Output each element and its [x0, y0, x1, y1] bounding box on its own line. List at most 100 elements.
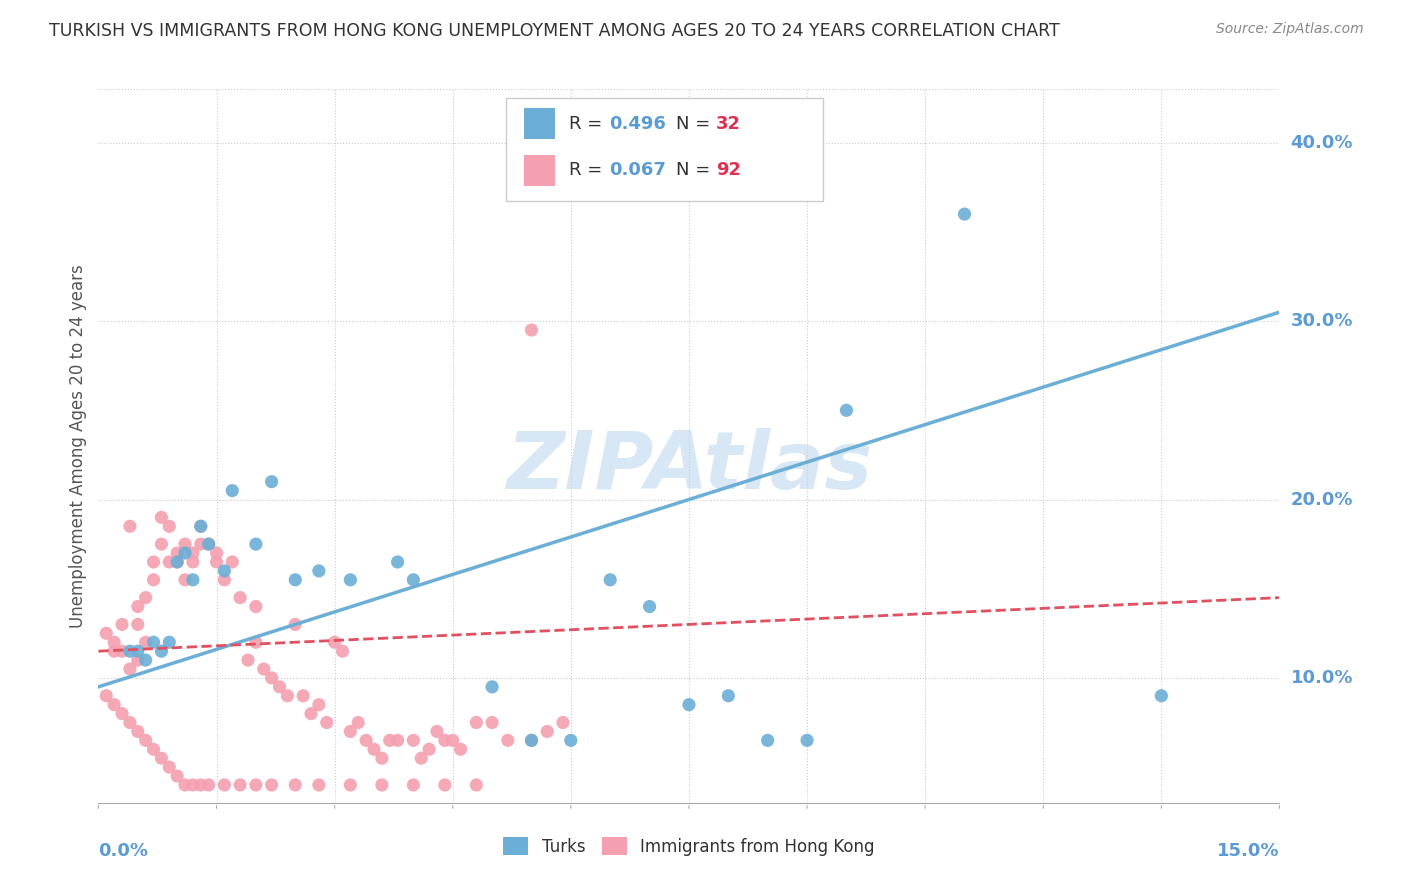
Point: [150, 644, 173, 658]
Point: [181, 555, 204, 569]
Point: [402, 573, 425, 587]
Point: [174, 546, 197, 560]
Point: [411, 751, 433, 765]
Text: 15.0%: 15.0%: [1218, 842, 1279, 860]
Point: [181, 573, 204, 587]
Point: [190, 778, 212, 792]
Point: [308, 778, 330, 792]
Point: [465, 715, 488, 730]
Point: [214, 573, 236, 587]
Point: [245, 599, 267, 614]
Point: [142, 742, 165, 756]
Point: [135, 635, 157, 649]
Point: [205, 555, 228, 569]
Point: [253, 662, 276, 676]
Point: [127, 644, 149, 658]
Point: [166, 769, 188, 783]
Point: [157, 519, 180, 533]
Point: [166, 546, 188, 560]
Point: [118, 644, 141, 658]
Point: [276, 689, 298, 703]
Point: [308, 564, 330, 578]
Point: [717, 689, 740, 703]
Point: [96, 626, 118, 640]
Text: R =: R =: [569, 115, 609, 133]
Point: [560, 733, 582, 747]
Point: [157, 635, 180, 649]
Point: [127, 724, 149, 739]
Point: [166, 555, 188, 569]
Point: [103, 635, 125, 649]
Point: [433, 778, 456, 792]
Point: [190, 519, 212, 533]
Point: [536, 724, 558, 739]
Point: [181, 546, 204, 560]
Point: [150, 510, 173, 524]
Point: [450, 742, 472, 756]
Point: [308, 698, 330, 712]
Point: [315, 715, 337, 730]
Point: [292, 689, 315, 703]
Text: 10.0%: 10.0%: [1291, 669, 1353, 687]
Point: [339, 778, 361, 792]
Point: [142, 635, 165, 649]
Point: [363, 742, 385, 756]
Point: [181, 778, 204, 792]
Point: [481, 715, 503, 730]
Point: [678, 698, 700, 712]
Text: Source: ZipAtlas.com: Source: ZipAtlas.com: [1216, 22, 1364, 37]
Point: [205, 546, 228, 560]
Text: 0.0%: 0.0%: [98, 842, 149, 860]
Point: [796, 733, 818, 747]
Point: [245, 778, 267, 792]
Point: [135, 733, 157, 747]
Point: [150, 537, 173, 551]
Point: [371, 778, 394, 792]
Point: [756, 733, 779, 747]
Point: [347, 715, 370, 730]
Point: [245, 537, 267, 551]
Point: [284, 573, 307, 587]
Point: [103, 698, 125, 712]
Point: [157, 760, 180, 774]
Point: [354, 733, 377, 747]
Y-axis label: Unemployment Among Ages 20 to 24 years: Unemployment Among Ages 20 to 24 years: [69, 264, 87, 628]
Point: [127, 599, 149, 614]
Point: [236, 653, 259, 667]
Point: [418, 742, 440, 756]
Point: [260, 475, 283, 489]
Point: [260, 778, 283, 792]
Point: [221, 483, 243, 498]
Point: [1150, 689, 1173, 703]
Text: 40.0%: 40.0%: [1291, 134, 1353, 152]
Text: 32: 32: [716, 115, 741, 133]
Point: [111, 706, 134, 721]
Point: [953, 207, 976, 221]
Point: [520, 733, 543, 747]
Point: [551, 715, 574, 730]
Point: [157, 555, 180, 569]
Point: [127, 617, 149, 632]
Point: [441, 733, 464, 747]
Point: [260, 671, 283, 685]
Point: [323, 635, 346, 649]
Point: [299, 706, 322, 721]
Point: [118, 519, 141, 533]
Point: [426, 724, 449, 739]
Point: [221, 555, 243, 569]
Point: [118, 715, 141, 730]
Point: [135, 653, 157, 667]
Point: [111, 644, 134, 658]
Point: [465, 778, 488, 792]
Text: 0.496: 0.496: [609, 115, 665, 133]
Point: [378, 733, 401, 747]
Point: [638, 599, 661, 614]
Point: [197, 537, 219, 551]
Point: [332, 644, 354, 658]
Point: [387, 555, 409, 569]
Point: [402, 778, 425, 792]
Point: [402, 733, 425, 747]
Point: [284, 617, 307, 632]
Point: [135, 591, 157, 605]
Point: [496, 733, 519, 747]
